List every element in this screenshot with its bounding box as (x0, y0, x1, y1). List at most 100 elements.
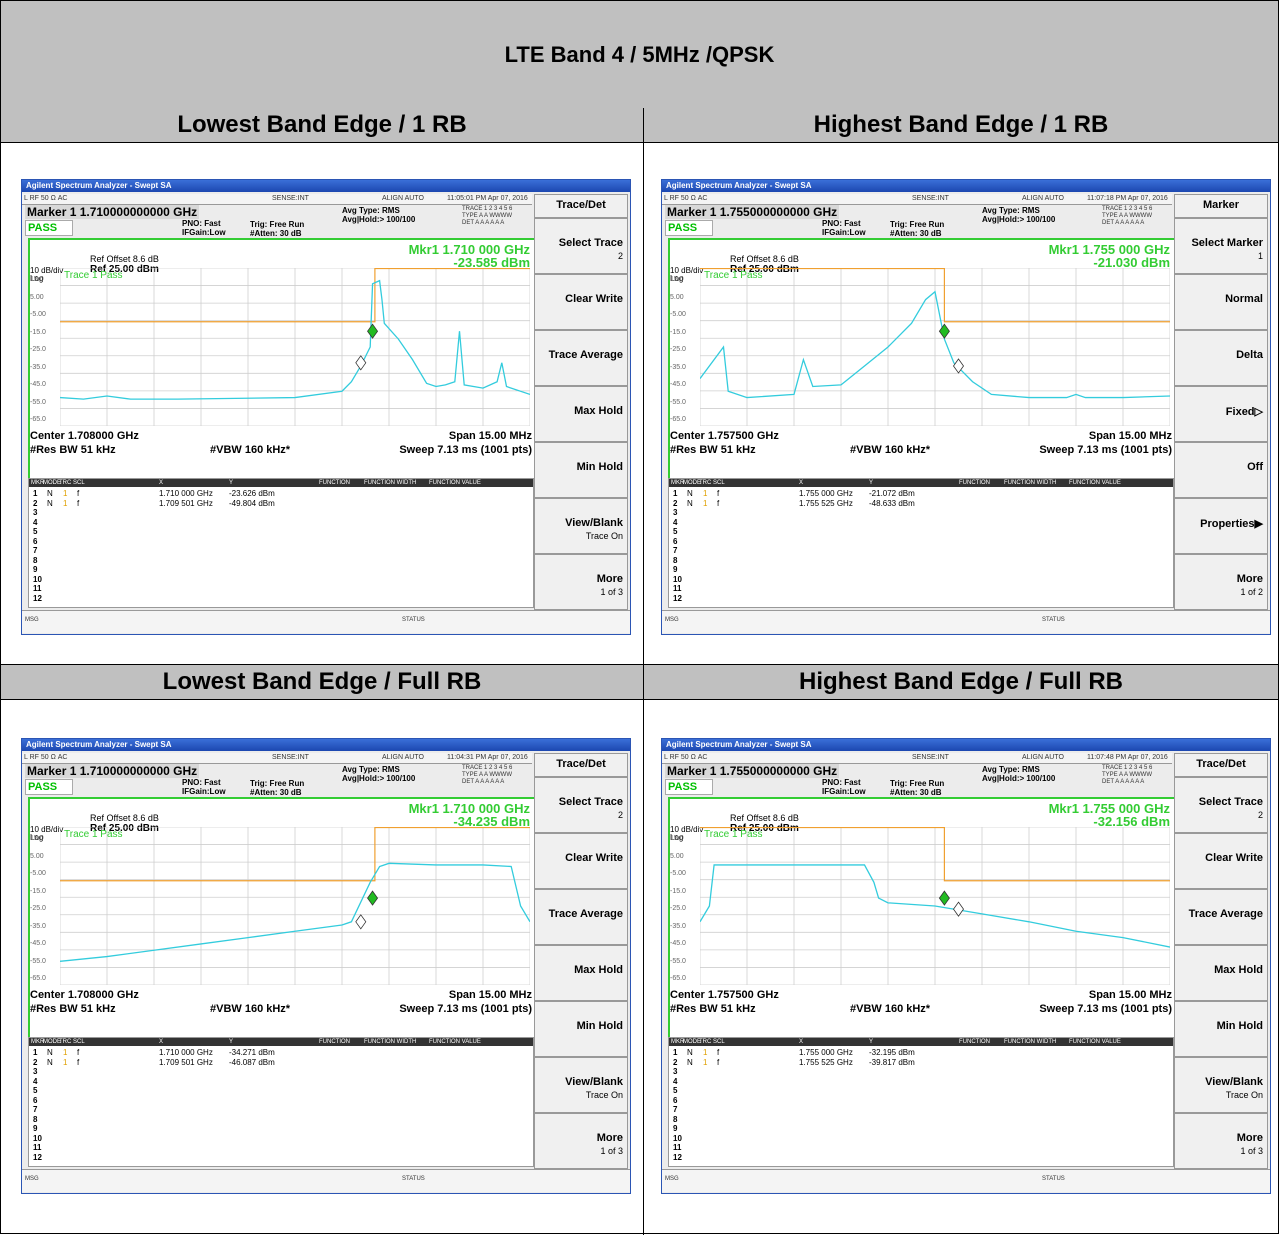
softkey-off[interactable]: Off (1174, 442, 1268, 498)
marker-table-row[interactable]: 8 (669, 1115, 1173, 1124)
spectrum-plot[interactable]: Mkr1 1.710 000 GHz -34.235 dBm Ref Offse… (28, 797, 536, 1039)
marker-table-row[interactable]: 3 (669, 508, 1173, 517)
softkey-min-hold[interactable]: Min Hold (534, 1001, 628, 1057)
marker-table-row[interactable]: 11 (669, 584, 1173, 593)
marker-table-row[interactable]: 9 (669, 565, 1173, 574)
active-marker-frequency[interactable]: Marker 1 1.710000000000 GHz (25, 764, 200, 778)
softkey-trace-average[interactable]: Trace Average (534, 330, 628, 386)
spectrum-plot[interactable]: Mkr1 1.710 000 GHz -23.585 dBm Ref Offse… (28, 238, 536, 480)
marker-table-row[interactable]: 3 (29, 1067, 533, 1076)
marker-table-row[interactable]: 1 N 1 f 1.755 000 GHz -32.195 dBm (669, 1048, 1173, 1057)
marker-table-row[interactable]: 5 (29, 1086, 533, 1095)
softkey-trace-average[interactable]: Trace Average (534, 889, 628, 945)
trigger-setting: Trig: Free Run (250, 779, 305, 788)
marker-table-row[interactable]: 6 (29, 1096, 533, 1105)
softkey-label: Fixed▷ (1225, 406, 1263, 418)
marker-2-diamond[interactable] (953, 901, 964, 917)
marker-table-row[interactable]: 12 (669, 1153, 1173, 1162)
softkey-select-trace[interactable]: Select Trace 2 (534, 218, 628, 274)
softkey-min-hold[interactable]: Min Hold (1174, 1001, 1268, 1057)
marker-2-diamond[interactable] (355, 355, 367, 371)
marker-table-row[interactable]: 9 (669, 1124, 1173, 1133)
softkey-clear-write[interactable]: Clear Write (534, 833, 628, 889)
marker-table-row[interactable]: 5 (29, 527, 533, 536)
marker-table-row[interactable]: 10 (669, 1134, 1173, 1143)
marker-1-diamond[interactable] (367, 323, 379, 339)
spectrum-plot[interactable]: Mkr1 1.755 000 GHz -32.156 dBm Ref Offse… (668, 797, 1176, 1039)
marker-table-row[interactable]: 12 (29, 1153, 533, 1162)
marker-table-row[interactable]: 4 (29, 518, 533, 527)
y-tick-label: 5.00 (670, 852, 684, 860)
marker-table-row[interactable]: 2 N 1 f 1.755 525 GHz -39.817 dBm (669, 1058, 1173, 1067)
marker-table-row[interactable]: 7 (29, 546, 533, 555)
marker-table-row[interactable]: 1 N 1 f 1.755 000 GHz -21.072 dBm (669, 489, 1173, 498)
marker-table-row[interactable]: 10 (29, 1134, 533, 1143)
marker-table-row[interactable]: 2 N 1 f 1.709 501 GHz -49.804 dBm (29, 499, 533, 508)
softkey-view-blank[interactable]: View/Blank Trace On (1174, 1057, 1268, 1113)
marker-table-row[interactable]: 2 N 1 f 1.755 525 GHz -48.633 dBm (669, 499, 1173, 508)
row-number: 1 (673, 1048, 678, 1057)
softkey-label: Clear Write (565, 293, 623, 305)
softkey-min-hold[interactable]: Min Hold (534, 442, 628, 498)
marker-1-diamond[interactable] (938, 890, 950, 906)
softkey-clear-write[interactable]: Clear Write (1174, 833, 1268, 889)
softkey-trace-average[interactable]: Trace Average (1174, 889, 1268, 945)
softkey-more[interactable]: More 1 of 3 (534, 1113, 628, 1169)
softkey-max-hold[interactable]: Max Hold (534, 386, 628, 442)
marker-table-row[interactable]: 10 (29, 575, 533, 584)
marker-table-row[interactable]: 3 (669, 1067, 1173, 1076)
marker-table-row[interactable]: 7 (669, 1105, 1173, 1114)
marker-table-row[interactable]: 4 (29, 1077, 533, 1086)
active-marker-frequency[interactable]: Marker 1 1.755000000000 GHz (665, 764, 840, 778)
marker-table-row[interactable]: 6 (29, 537, 533, 546)
active-marker-frequency[interactable]: Marker 1 1.710000000000 GHz (25, 205, 200, 219)
marker-table-row[interactable]: 5 (669, 1086, 1173, 1095)
marker-table-row[interactable]: 2 N 1 f 1.709 501 GHz -46.087 dBm (29, 1058, 533, 1067)
softkey-fixed[interactable]: Fixed▷ (1174, 386, 1268, 442)
softkey-select-trace[interactable]: Select Trace 2 (1174, 777, 1268, 833)
marker-table-row[interactable]: 5 (669, 527, 1173, 536)
marker-1-diamond[interactable] (367, 890, 379, 906)
marker-table-row[interactable]: 8 (29, 1115, 533, 1124)
marker-table-row[interactable]: 4 (669, 518, 1173, 527)
marker-table-row[interactable]: 7 (669, 546, 1173, 555)
marker-table-row[interactable]: 11 (29, 1143, 533, 1152)
softkey-max-hold[interactable]: Max Hold (1174, 945, 1268, 1001)
marker-table-row[interactable]: 12 (669, 594, 1173, 603)
marker-table-row[interactable]: 7 (29, 1105, 533, 1114)
span: Span 15.00 MHz (448, 430, 532, 442)
softkey-view-blank[interactable]: View/Blank Trace On (534, 1057, 628, 1113)
marker-table-row[interactable]: 3 (29, 508, 533, 517)
marker-table-row[interactable]: 1 N 1 f 1.710 000 GHz -34.271 dBm (29, 1048, 533, 1057)
marker-table-row[interactable]: 9 (29, 1124, 533, 1133)
softkey-properties[interactable]: Properties▶ (1174, 498, 1268, 554)
marker-table-row[interactable]: 10 (669, 575, 1173, 584)
softkey-more[interactable]: More 1 of 3 (1174, 1113, 1268, 1169)
marker-2-diamond[interactable] (355, 914, 367, 930)
softkey-select-marker[interactable]: Select Marker 1 (1174, 218, 1268, 274)
spectrum-plot[interactable]: Mkr1 1.755 000 GHz -21.030 dBm Ref Offse… (668, 238, 1176, 480)
marker-readout-frequency: Mkr1 1.710 000 GHz (408, 801, 530, 816)
marker-table-row[interactable]: 11 (669, 1143, 1173, 1152)
marker-table-row[interactable]: 8 (669, 556, 1173, 565)
marker-table-row[interactable]: 12 (29, 594, 533, 603)
marker-table-row[interactable]: 6 (669, 1096, 1173, 1105)
softkey-normal[interactable]: Normal (1174, 274, 1268, 330)
marker-table-row[interactable]: 8 (29, 556, 533, 565)
active-marker-frequency[interactable]: Marker 1 1.755000000000 GHz (665, 205, 840, 219)
softkey-more[interactable]: More 1 of 2 (1174, 554, 1268, 610)
softkey-view-blank[interactable]: View/Blank Trace On (534, 498, 628, 554)
marker-table-row[interactable]: 11 (29, 584, 533, 593)
softkey-select-trace[interactable]: Select Trace 2 (534, 777, 628, 833)
marker-table-row[interactable]: 6 (669, 537, 1173, 546)
softkey-max-hold[interactable]: Max Hold (534, 945, 628, 1001)
marker-table-row[interactable]: 1 N 1 f 1.710 000 GHz -23.626 dBm (29, 489, 533, 498)
table-column-header: FUNCTION (959, 1039, 990, 1045)
softkey-clear-write[interactable]: Clear Write (534, 274, 628, 330)
marker-1-diamond[interactable] (938, 323, 950, 339)
marker-table-row[interactable]: 9 (29, 565, 533, 574)
softkey-more[interactable]: More 1 of 3 (534, 554, 628, 610)
softkey-delta[interactable]: Delta (1174, 330, 1268, 386)
marker-2-diamond[interactable] (953, 358, 964, 374)
marker-table-row[interactable]: 4 (669, 1077, 1173, 1086)
